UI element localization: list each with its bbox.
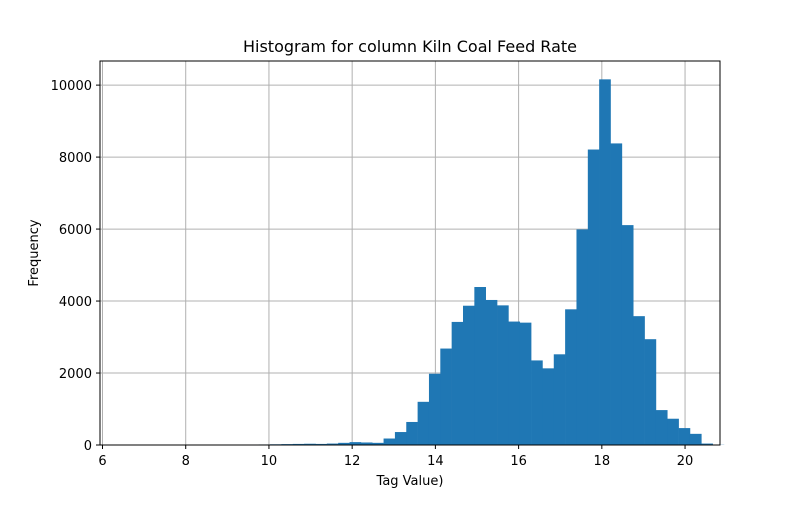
x-tick-label: 8 [182, 454, 190, 469]
y-tick-label: 0 [84, 439, 92, 454]
histogram-bar [384, 439, 396, 445]
x-tick-label: 10 [261, 454, 278, 469]
histogram-bar [508, 322, 520, 445]
histogram-bar [395, 432, 407, 445]
x-tick-label: 20 [677, 454, 694, 469]
histogram-bar [645, 339, 657, 445]
histogram-bar [554, 354, 566, 445]
histogram-bar [531, 360, 543, 445]
y-tick-label: 10000 [51, 79, 92, 94]
y-axis-label: Frequency [27, 219, 42, 286]
histogram-bar [576, 229, 588, 445]
histogram-bar [429, 374, 441, 445]
x-axis-label: Tag Value) [376, 474, 444, 489]
histogram-bar [542, 368, 554, 445]
histogram-bar [656, 410, 668, 445]
histogram-bar [406, 422, 418, 445]
histogram-bar [633, 316, 645, 445]
y-tick-label: 2000 [59, 367, 92, 382]
histogram-bar [497, 305, 509, 445]
histogram-bar [622, 225, 634, 445]
histogram-bar [679, 428, 691, 445]
y-tick-label: 6000 [59, 223, 92, 238]
histogram-bar [611, 143, 623, 445]
y-tick-label: 8000 [59, 151, 92, 166]
x-tick-label: 16 [510, 454, 527, 469]
x-tick-label: 6 [98, 454, 106, 469]
histogram-bar [486, 300, 498, 445]
histogram-bar [690, 434, 702, 445]
histogram-bars [111, 79, 724, 445]
histogram-bar [463, 306, 475, 445]
x-tick-label: 18 [594, 454, 611, 469]
histogram-bar [520, 323, 532, 445]
histogram-bar [418, 402, 430, 445]
x-tick-label: 14 [427, 454, 444, 469]
histogram-bar [588, 150, 600, 445]
histogram-bar [667, 419, 679, 445]
histogram-bar [474, 287, 486, 445]
chart-title: Histogram for column Kiln Coal Feed Rate [243, 37, 577, 56]
histogram-bar [599, 79, 611, 445]
histogram-bar [440, 349, 452, 445]
histogram-bar [565, 309, 577, 445]
histogram-bar [452, 322, 464, 445]
y-tick-label: 4000 [59, 295, 92, 310]
x-tick-label: 12 [344, 454, 361, 469]
